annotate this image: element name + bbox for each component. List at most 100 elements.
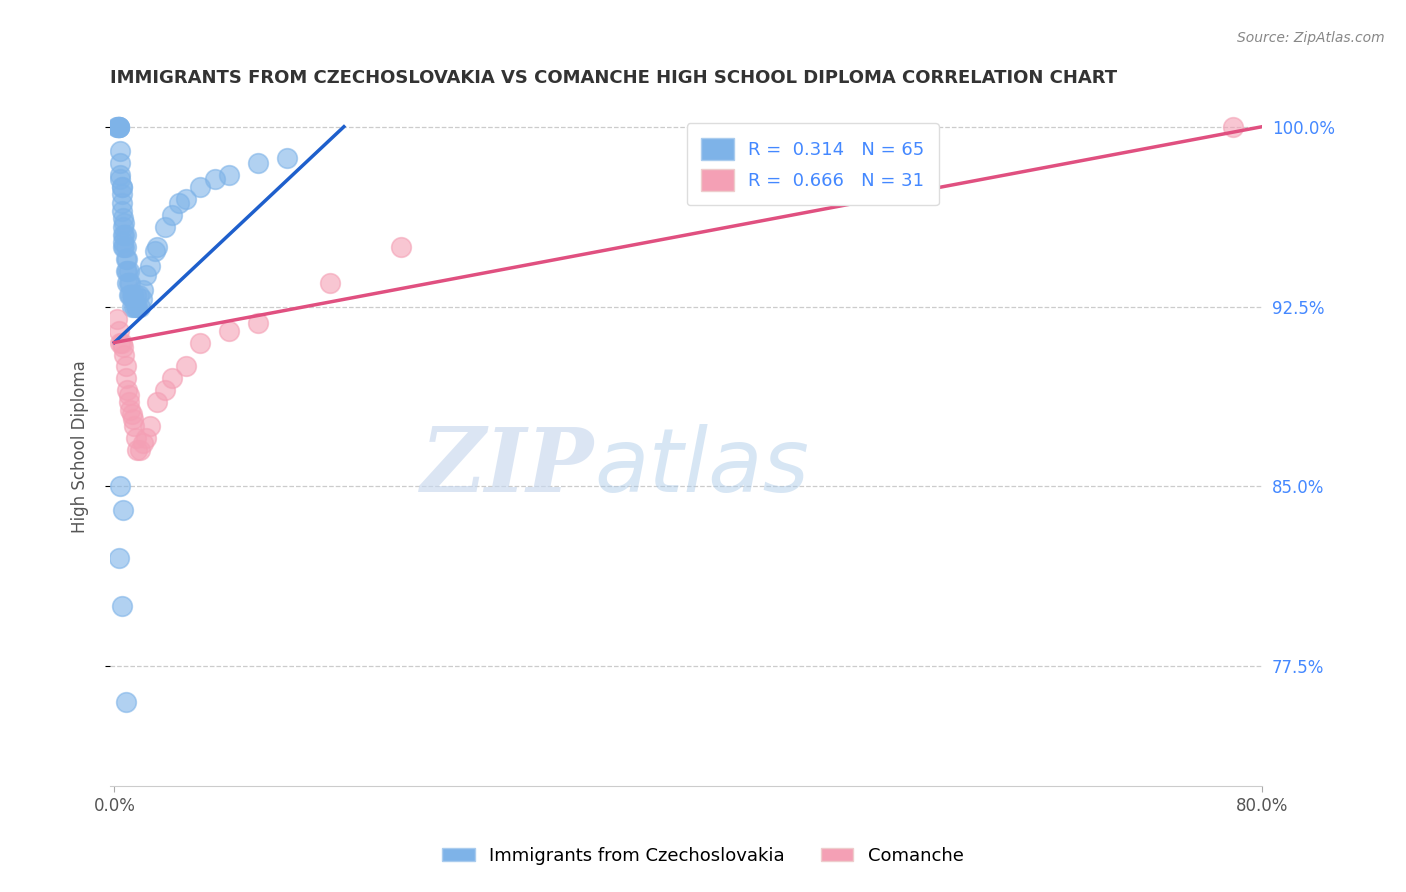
Point bbox=[108, 144, 131, 158]
Point bbox=[124, 419, 146, 434]
Point bbox=[110, 196, 132, 211]
Point bbox=[115, 359, 138, 374]
Point bbox=[190, 179, 212, 194]
Point bbox=[108, 168, 131, 182]
Point bbox=[122, 287, 145, 301]
Point bbox=[118, 395, 141, 409]
Point bbox=[111, 235, 134, 249]
Point bbox=[139, 259, 162, 273]
Point bbox=[122, 412, 145, 426]
Point bbox=[118, 263, 141, 277]
Point bbox=[111, 340, 134, 354]
Point bbox=[1222, 120, 1244, 134]
Point bbox=[118, 388, 141, 402]
Point bbox=[112, 216, 135, 230]
Point bbox=[246, 316, 269, 330]
Point bbox=[118, 287, 141, 301]
Point bbox=[139, 419, 162, 434]
Point bbox=[160, 371, 183, 385]
Point bbox=[276, 151, 298, 165]
Point bbox=[132, 436, 155, 450]
Point bbox=[143, 244, 166, 259]
Point bbox=[117, 276, 139, 290]
Text: ZIP: ZIP bbox=[420, 424, 593, 510]
Point bbox=[110, 335, 132, 350]
Point bbox=[131, 293, 153, 307]
Point bbox=[135, 268, 157, 283]
Point bbox=[121, 408, 143, 422]
Point bbox=[112, 347, 135, 361]
Point bbox=[111, 220, 134, 235]
Point bbox=[107, 120, 129, 134]
Point bbox=[111, 211, 134, 225]
Point bbox=[160, 209, 183, 223]
Point bbox=[122, 293, 145, 307]
Point bbox=[125, 432, 148, 446]
Point bbox=[110, 203, 132, 218]
Point bbox=[115, 252, 138, 266]
Point bbox=[204, 172, 226, 186]
Point bbox=[132, 283, 155, 297]
Point bbox=[117, 252, 139, 266]
Point bbox=[146, 239, 169, 253]
Point bbox=[107, 120, 129, 134]
Point bbox=[318, 276, 340, 290]
Point bbox=[121, 287, 143, 301]
Point bbox=[115, 695, 138, 709]
Text: Source: ZipAtlas.com: Source: ZipAtlas.com bbox=[1237, 31, 1385, 45]
Point bbox=[120, 402, 142, 417]
Point bbox=[218, 168, 240, 182]
Point bbox=[108, 155, 131, 169]
Point bbox=[120, 287, 142, 301]
Point bbox=[121, 300, 143, 314]
Point bbox=[112, 239, 135, 253]
Point bbox=[118, 276, 141, 290]
Point bbox=[124, 300, 146, 314]
Point bbox=[117, 384, 139, 398]
Point bbox=[105, 311, 128, 326]
Point bbox=[129, 443, 152, 458]
Point bbox=[111, 227, 134, 242]
Point bbox=[108, 479, 131, 493]
Text: atlas: atlas bbox=[593, 425, 808, 510]
Point bbox=[107, 120, 129, 134]
Point bbox=[389, 239, 412, 253]
Point bbox=[105, 120, 128, 134]
Point bbox=[174, 359, 197, 374]
Point bbox=[108, 335, 131, 350]
Point bbox=[167, 196, 190, 211]
Point bbox=[153, 220, 176, 235]
Point bbox=[125, 300, 148, 314]
Point bbox=[112, 227, 135, 242]
Point bbox=[105, 120, 128, 134]
Point bbox=[127, 300, 149, 314]
Point bbox=[146, 395, 169, 409]
Point bbox=[115, 227, 138, 242]
Point bbox=[153, 384, 176, 398]
Point bbox=[129, 300, 152, 314]
Point bbox=[107, 551, 129, 566]
Point bbox=[111, 503, 134, 517]
Legend: R =  0.314   N = 65, R =  0.666   N = 31: R = 0.314 N = 65, R = 0.666 N = 31 bbox=[686, 123, 939, 205]
Point bbox=[120, 276, 142, 290]
Point bbox=[115, 263, 138, 277]
Point bbox=[246, 155, 269, 169]
Point bbox=[128, 287, 150, 301]
Point bbox=[135, 432, 157, 446]
Point bbox=[174, 192, 197, 206]
Point bbox=[115, 371, 138, 385]
Legend: Immigrants from Czechoslovakia, Comanche: Immigrants from Czechoslovakia, Comanche bbox=[434, 840, 972, 872]
Point bbox=[107, 324, 129, 338]
Point bbox=[111, 239, 134, 253]
Point bbox=[107, 120, 129, 134]
Point bbox=[127, 443, 149, 458]
Point bbox=[190, 335, 212, 350]
Point bbox=[117, 263, 139, 277]
Point bbox=[218, 324, 240, 338]
Text: IMMIGRANTS FROM CZECHOSLOVAKIA VS COMANCHE HIGH SCHOOL DIPLOMA CORRELATION CHART: IMMIGRANTS FROM CZECHOSLOVAKIA VS COMANC… bbox=[110, 69, 1118, 87]
Point bbox=[108, 172, 131, 186]
Point bbox=[110, 599, 132, 614]
Y-axis label: High School Diploma: High School Diploma bbox=[72, 360, 89, 533]
Point bbox=[110, 179, 132, 194]
Point bbox=[125, 287, 148, 301]
